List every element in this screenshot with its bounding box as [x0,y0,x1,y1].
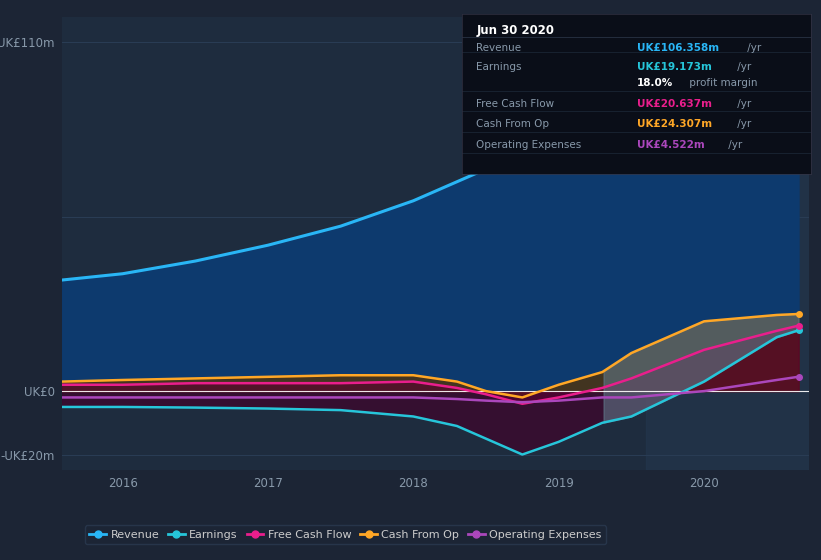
Text: 18.0%: 18.0% [637,78,673,88]
Text: /yr: /yr [735,119,752,129]
Text: /yr: /yr [744,43,761,53]
Text: Free Cash Flow: Free Cash Flow [476,99,554,109]
Text: UK£4.522m: UK£4.522m [637,140,704,150]
Text: UK£20.637m: UK£20.637m [637,99,712,109]
Text: Revenue: Revenue [476,43,521,53]
Text: /yr: /yr [735,99,752,109]
Bar [646,17,809,470]
Text: /yr: /yr [735,62,752,72]
Text: UK£106.358m: UK£106.358m [637,43,719,53]
Text: Operating Expenses: Operating Expenses [476,140,581,150]
Text: Jun 30 2020: Jun 30 2020 [476,24,554,36]
Text: Earnings: Earnings [476,62,521,72]
Text: profit margin: profit margin [686,78,757,88]
Text: UK£24.307m: UK£24.307m [637,119,712,129]
Legend: Revenue, Earnings, Free Cash Flow, Cash From Op, Operating Expenses: Revenue, Earnings, Free Cash Flow, Cash … [85,525,606,544]
Text: /yr: /yr [725,140,742,150]
Text: UK£19.173m: UK£19.173m [637,62,712,72]
Text: Cash From Op: Cash From Op [476,119,549,129]
